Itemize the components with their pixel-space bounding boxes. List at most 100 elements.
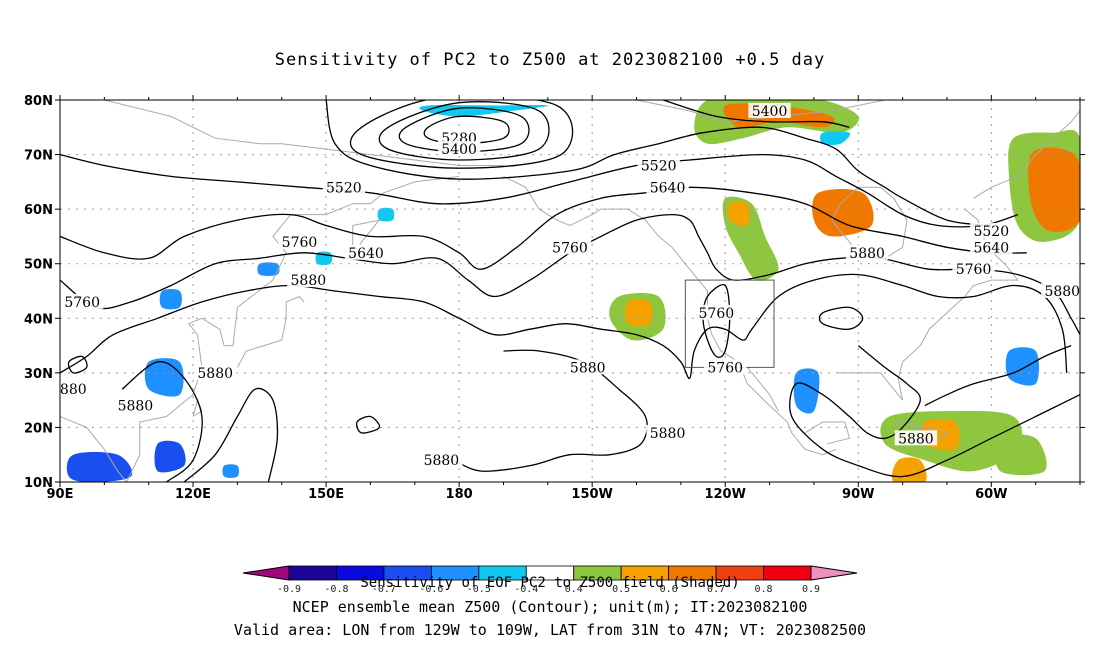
contour-label-bg [894, 430, 938, 446]
coastline [503, 175, 837, 456]
contour-label-bg [114, 397, 157, 413]
colorbar-tick-label: 0.8 [755, 584, 773, 595]
contour-line [60, 273, 1068, 379]
lon-tick-label: 60W [975, 487, 1007, 502]
contour-label-bg [637, 157, 680, 173]
lon-tick-label: 120E [175, 487, 211, 502]
shade-blob [891, 457, 927, 482]
colorbar-tick-label: -0.4 [514, 584, 538, 595]
contour-label: 880 [60, 382, 87, 398]
contour-line [183, 387, 279, 482]
contour-label-bg [748, 102, 791, 118]
shade-blob [144, 358, 184, 397]
contour-line [325, 100, 992, 227]
shade-blob [66, 452, 133, 482]
colorbar-tick-label: 0.6 [660, 584, 678, 595]
shade-blob [222, 464, 240, 478]
contour-line [789, 345, 1080, 478]
lat-tick-label: 40N [24, 312, 53, 327]
colorbar-tick-label: 0.5 [612, 584, 630, 595]
shade-blob [812, 189, 874, 237]
contour-label: 5760 [64, 295, 100, 311]
coastline [352, 219, 381, 259]
lat-tick-label: 80N [24, 94, 53, 109]
contour-line [356, 415, 381, 434]
footer-valid-area: Valid area: LON from 129W to 109W, LAT f… [233, 621, 867, 639]
contour-label: 5760 [956, 262, 992, 278]
contour-line [662, 100, 850, 128]
contour-line [818, 306, 864, 330]
contour-label: 5880 [291, 273, 327, 289]
shade-blob [1005, 347, 1039, 386]
lon-tick-label: 180 [446, 487, 473, 502]
contour-label-bg [646, 179, 689, 195]
map-frame [59, 99, 1081, 483]
colorbar-tick-label: -0.6 [419, 584, 443, 595]
shade-blob [1028, 147, 1080, 232]
lat-tick-label: 20N [24, 421, 53, 436]
lon-tick-label: 120W [704, 487, 745, 502]
lon-tick-label: 90W [842, 487, 874, 502]
shade-blob [159, 288, 182, 310]
contour-label: 5640 [348, 246, 384, 262]
colorbar: -0.9 -0.8 -0.7 -0.6 -0.5 -0.4 0.4 0.5 0.6 0.7 0.8 0… [242, 565, 858, 595]
contour-label-bg [420, 452, 463, 468]
contour-label-bg [1041, 283, 1084, 298]
contour-label: 5880 [570, 360, 606, 376]
contour-label: 5880 [849, 246, 885, 262]
contour-labels: 5400528054005520552056405640576057605760… [56, 102, 1084, 469]
contour-label-bg [970, 222, 1013, 238]
lat-tick-label: 30N [24, 367, 53, 382]
contour-label-bg [437, 141, 481, 157]
contour-line [60, 153, 1019, 228]
contour-line [423, 115, 510, 145]
contour-line [349, 100, 574, 169]
sensitivity-shading [66, 100, 1080, 482]
coastline [236, 295, 305, 368]
contour-label-bg [566, 359, 609, 375]
colorbar-tick-label: -0.8 [324, 584, 348, 595]
contour-label: 5880 [1044, 284, 1080, 300]
z500-contours [60, 100, 1080, 482]
contour-line [398, 107, 530, 153]
coastline [126, 175, 460, 482]
contour-label-bg [548, 239, 592, 255]
lat-tick-label: 60N [24, 203, 53, 218]
contour-label: 5880 [424, 453, 460, 469]
map-title: Sensitivity of PC2 to Z500 at 2023082100… [274, 50, 826, 70]
contour-label: 5640 [650, 180, 686, 196]
coastline [60, 416, 127, 482]
coastline [281, 143, 504, 166]
shade-blob [377, 207, 395, 222]
coastline [804, 421, 851, 445]
contour-label-bg [845, 244, 889, 260]
coastline [104, 100, 282, 145]
contour-label: 5400 [441, 142, 477, 158]
contour-label: 5520 [326, 180, 362, 196]
contour-label-bg [287, 272, 330, 288]
shade-blob [793, 368, 820, 414]
coastline [636, 100, 886, 123]
contour-label: 5760 [282, 235, 318, 251]
shade-blob [995, 434, 1047, 476]
contour-label: 5880 [898, 431, 934, 447]
colorbar-tick-label: 0.7 [707, 584, 725, 595]
contour-line [924, 344, 1072, 407]
lon-tick-label: 90E [47, 487, 74, 502]
contour-label-bg [970, 239, 1013, 255]
contour-label: 5880 [118, 399, 154, 415]
contour-label-bg [194, 364, 237, 380]
coastline [836, 208, 1019, 401]
lon-tick-label: 150E [308, 487, 344, 502]
contour-label-bg [952, 261, 995, 277]
contour-label: 5520 [641, 158, 677, 174]
contour-label: 5880 [650, 426, 686, 442]
contour-label-bg [646, 424, 689, 440]
shade-blob [257, 262, 280, 276]
contour-label-bg [695, 304, 738, 320]
contour-line [121, 361, 203, 482]
contour-line [60, 213, 1080, 336]
contour-label: 5640 [973, 240, 1009, 256]
